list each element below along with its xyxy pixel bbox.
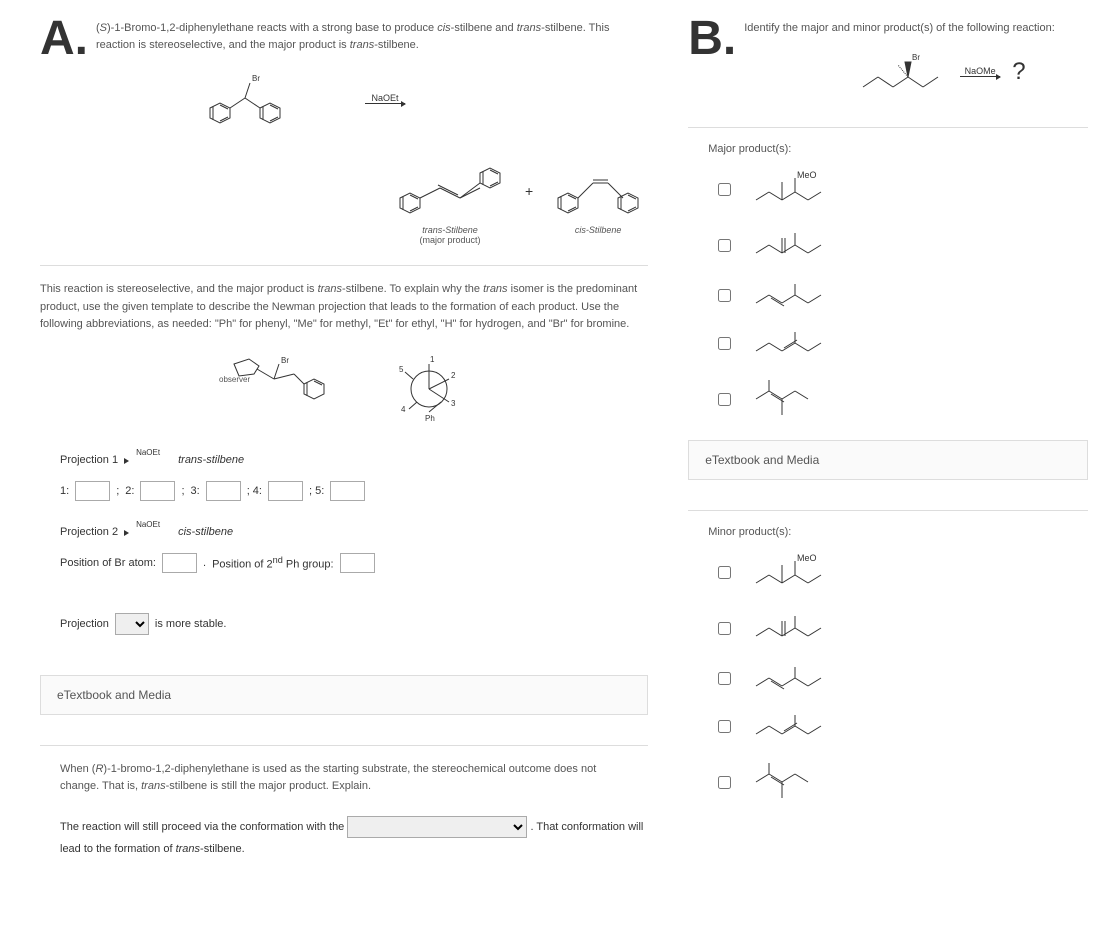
- proj1-label: Projection 1: [60, 454, 118, 466]
- part-b-intro: Identify the major and minor product(s) …: [688, 20, 1088, 37]
- etextbook-b[interactable]: eTextbook and Media: [688, 440, 1088, 480]
- conformation-row: The reaction will still proceed via the …: [60, 816, 648, 861]
- minor-opt-2[interactable]: [718, 622, 731, 635]
- reaction-arrow-a: [365, 103, 405, 104]
- svg-text:MeO: MeO: [797, 170, 817, 180]
- conformation-select[interactable]: [347, 816, 527, 838]
- question-mark: ?: [1012, 58, 1025, 86]
- major-options: MeO: [718, 170, 1088, 422]
- minor-opt-3[interactable]: [718, 672, 731, 685]
- input-5[interactable]: [330, 481, 365, 501]
- proj2-label: Projection 2: [60, 526, 118, 538]
- minor-opt-1[interactable]: [718, 566, 731, 579]
- reaction-a: Br NaOEt: [190, 63, 648, 245]
- major-label: Major product(s):: [708, 143, 1088, 155]
- projection-1-row: Projection 1 NaOEt trans-stilbene: [60, 454, 648, 466]
- position-row: Position of Br atom: . Position of 2nd P…: [60, 553, 648, 573]
- svg-text:MeO: MeO: [797, 553, 817, 563]
- minor-label: Minor product(s):: [708, 526, 1088, 538]
- part-a-intro: (S)-1-Bromo-1,2-diphenylethane reacts wi…: [40, 20, 648, 53]
- svg-text:Ph: Ph: [425, 414, 435, 423]
- cis-stilbene-product: cis-Stilbene: [548, 153, 648, 235]
- part-a: A. (S)-1-Bromo-1,2-diphenylethane reacts…: [40, 20, 648, 890]
- plus-sign: +: [525, 183, 533, 199]
- separator-b2: [688, 510, 1088, 511]
- svg-text:Br: Br: [912, 53, 920, 62]
- proj2-reagent: NaOEt: [128, 520, 168, 529]
- svg-text:3: 3: [451, 399, 456, 408]
- reaction-b: Br NaOMe ?: [858, 47, 1088, 97]
- proj2-product: cis-stilbene: [178, 526, 233, 538]
- svg-text:Br: Br: [252, 74, 260, 83]
- starting-material-a: Br: [190, 63, 350, 133]
- part-b-label: B.: [688, 20, 736, 58]
- stable-row: Projection is more stable.: [60, 613, 648, 635]
- reaction-arrow-b: [960, 76, 1000, 77]
- svg-text:Br: Br: [281, 356, 289, 365]
- projection-select[interactable]: [115, 613, 149, 635]
- svg-text:2: 2: [451, 371, 456, 380]
- reagent-a: NaOEt: [365, 93, 405, 103]
- minor-opt-5[interactable]: [718, 776, 731, 789]
- part-b: B. Identify the major and minor product(…: [688, 20, 1088, 890]
- proj1-inputs: 1: ; 2: ; 3: ; 4: ; 5:: [60, 481, 648, 501]
- input-1[interactable]: [75, 481, 110, 501]
- major-opt-1[interactable]: [718, 183, 731, 196]
- separator-b1: [688, 127, 1088, 128]
- newman-templates: observer Br 1 2 3 4 5 Ph: [40, 354, 648, 424]
- major-opt-5[interactable]: [718, 393, 731, 406]
- reagent-b: NaOMe: [960, 66, 1000, 76]
- proj1-reagent: NaOEt: [128, 448, 168, 457]
- minor-options: MeO: [718, 553, 1088, 805]
- minor-opt-4[interactable]: [718, 720, 731, 733]
- separator: [40, 265, 648, 266]
- major-opt-4[interactable]: [718, 337, 731, 350]
- trans-stilbene-product: trans-Stilbene (major product): [390, 153, 510, 245]
- input-4[interactable]: [268, 481, 303, 501]
- explanation-text: This reaction is stereoselective, and th…: [40, 281, 648, 334]
- svg-text:5: 5: [399, 365, 404, 374]
- svg-text:1: 1: [430, 355, 435, 364]
- separator-2: [40, 745, 648, 746]
- input-3[interactable]: [206, 481, 241, 501]
- svg-text:4: 4: [401, 405, 406, 414]
- part-a-label: A.: [40, 20, 88, 58]
- major-opt-2[interactable]: [718, 239, 731, 252]
- input-2[interactable]: [140, 481, 175, 501]
- proj1-product: trans-stilbene: [178, 454, 244, 466]
- input-ph-pos[interactable]: [340, 553, 375, 573]
- when-text: When (R)-1-bromo-1,2-diphenylethane is u…: [60, 761, 628, 796]
- input-br-pos[interactable]: [162, 553, 197, 573]
- projection-2-row: Projection 2 NaOEt cis-stilbene: [60, 526, 648, 538]
- major-opt-3[interactable]: [718, 289, 731, 302]
- etextbook-a[interactable]: eTextbook and Media: [40, 675, 648, 715]
- svg-text:observer: observer: [219, 375, 250, 384]
